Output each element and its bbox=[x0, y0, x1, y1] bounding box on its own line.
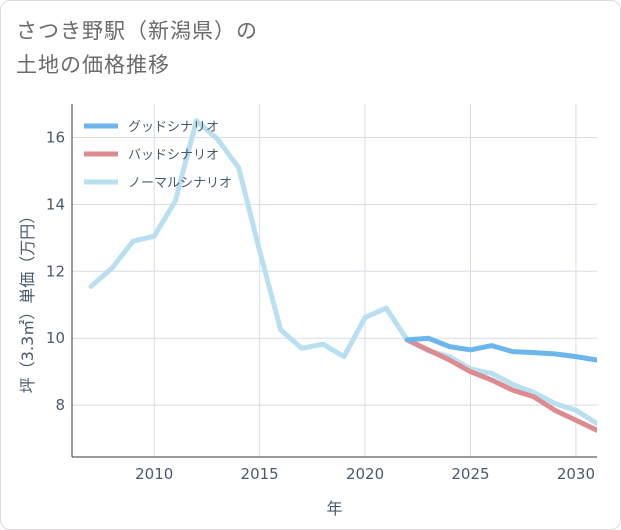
x-tick-label-2015: 2015 bbox=[241, 465, 279, 483]
x-tick-label-2020: 2020 bbox=[346, 465, 384, 483]
y-tick-label-12: 12 bbox=[46, 262, 65, 280]
series-line-2 bbox=[404, 337, 597, 433]
series-line-1 bbox=[404, 335, 597, 363]
series-line-3 bbox=[88, 118, 597, 426]
legend-label-3: ノーマルシナリオ bbox=[128, 176, 232, 191]
y-tick-label-16: 16 bbox=[46, 128, 65, 146]
y-axis-title: 坪（3.3㎡）単価（万円） bbox=[18, 208, 37, 393]
x-tick-label-2010: 2010 bbox=[135, 465, 173, 483]
axes bbox=[71, 104, 597, 458]
x-axis-title: 年 bbox=[326, 499, 342, 518]
tick-labels: 2010 2015 2020 2025 2030 8 10 12 14 16 bbox=[46, 128, 595, 483]
y-tick-label-8: 8 bbox=[55, 396, 65, 414]
chart-title-line1: さつき野駅（新潟県）の bbox=[16, 19, 258, 43]
gridlines bbox=[72, 104, 597, 457]
x-tick-label-2025: 2025 bbox=[451, 465, 489, 483]
legend-label-1: グッドシナリオ bbox=[128, 120, 219, 135]
x-tick-label-2030: 2030 bbox=[557, 465, 595, 483]
y-tick-label-10: 10 bbox=[46, 329, 65, 347]
chart-title: さつき野駅（新潟県）の 土地の価格推移 bbox=[16, 14, 258, 82]
legend-label-2: バッドシナリオ bbox=[128, 148, 219, 163]
chart-title-line2: 土地の価格推移 bbox=[16, 53, 170, 77]
y-tick-label-14: 14 bbox=[46, 195, 65, 213]
series-lines bbox=[88, 118, 597, 433]
